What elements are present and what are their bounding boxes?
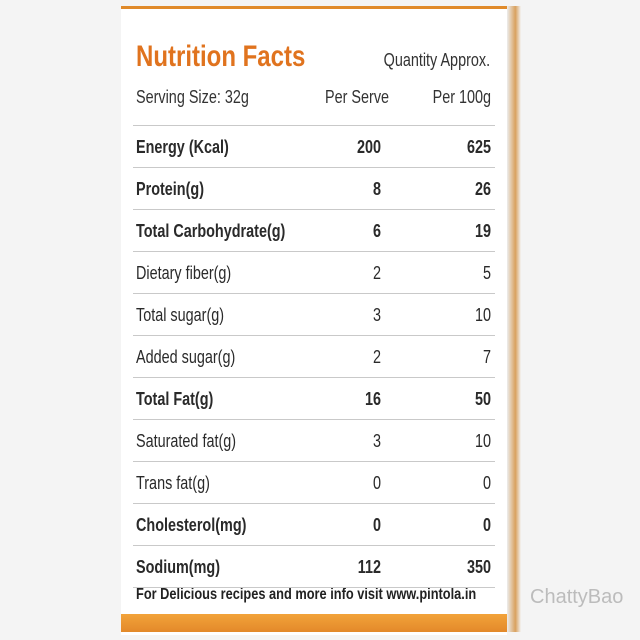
row-divider [133,587,495,588]
per-serve-value: 6 [372,221,381,241]
per-100g-value: 10 [474,305,491,325]
per-100g-value: 26 [474,179,491,199]
nutrient-name: Cholesterol(mg) [136,515,247,535]
nutrient-name: Dietary fiber(g) [136,263,232,283]
column-header: Per Serve [324,87,389,107]
row-divider [133,125,495,126]
nutrient-name: Added sugar(g) [136,347,236,367]
per-100g-value: 50 [474,389,491,409]
per-serve-value: 3 [372,305,381,325]
row-divider [133,377,495,378]
watermark: ChattyBao [530,586,624,608]
row-divider [133,419,495,420]
row-divider [133,545,495,546]
per-100g-value: 0 [482,515,491,535]
footer: For Delicious recipes and more info visi… [136,586,477,603]
per-100g-value: 350 [466,557,491,577]
per-100g-value: 5 [482,263,491,283]
nutrient-name: Protein(g) [136,179,204,199]
per-serve-value: 2 [372,347,381,367]
nutrient-name: Total sugar(g) [136,305,225,325]
row-divider [133,167,495,168]
per-serve-value: 2 [372,263,381,283]
nutrient-name: Energy (Kcal) [136,137,229,157]
per-serve-value: 16 [364,389,381,409]
nutrient-name: Total Carbohydrate(g) [136,221,286,241]
per-serve-value: 0 [372,515,381,535]
per-100g-value: 625 [466,137,491,157]
label-band [121,614,507,632]
row-divider [133,293,495,294]
per-100g-value: 10 [474,431,491,451]
nutrient-name: Saturated fat(g) [136,431,237,451]
per-serve-value: 3 [372,431,381,451]
row-divider [133,461,495,462]
title: Nutrition Facts [136,40,306,73]
quantity-note: Quantity Approx. [383,50,490,70]
per-serve-value: 0 [372,473,381,493]
per-serve-value: 200 [356,137,381,157]
nutrient-name: Total Fat(g) [136,389,214,409]
per-100g-value: 0 [482,473,491,493]
row-divider [133,251,495,252]
label [121,6,507,635]
per-100g-value: 7 [482,347,491,367]
serving-size: Serving Size: 32g [136,87,249,107]
nutrient-name: Sodium(mg) [136,557,220,577]
nutrient-name: Trans fat(g) [136,473,210,493]
per-serve-value: 112 [357,557,381,577]
jar-edge [507,6,521,632]
row-divider [133,335,495,336]
per-100g-value: 19 [474,221,491,241]
column-header: Per 100g [432,87,491,107]
row-divider [133,503,495,504]
row-divider [133,209,495,210]
per-serve-value: 8 [372,179,381,199]
